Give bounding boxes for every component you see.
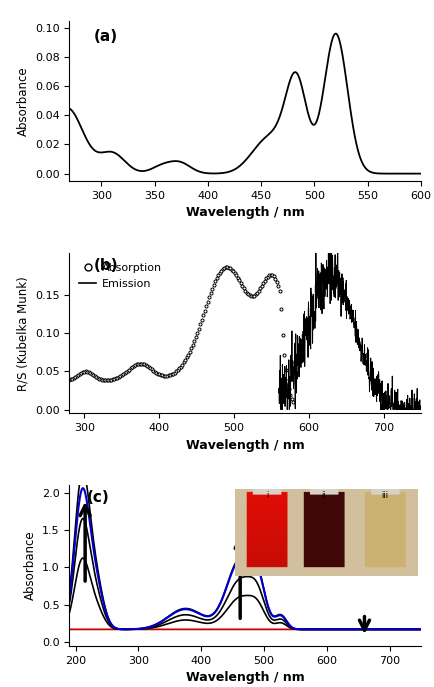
Legend: Absorption, Emission: Absorption, Emission xyxy=(75,258,166,293)
Line: Absorption: Absorption xyxy=(68,266,295,403)
Absorption xyxy=(155,370,161,378)
Y-axis label: Absorbance: Absorbance xyxy=(16,66,30,135)
Emission xyxy=(384,392,389,400)
Emission xyxy=(372,379,377,387)
Absorption xyxy=(290,398,296,406)
Emission xyxy=(313,317,318,325)
Text: (b): (b) xyxy=(94,258,118,273)
Absorption xyxy=(140,360,145,368)
X-axis label: Wavelength / nm: Wavelength / nm xyxy=(186,206,305,219)
Y-axis label: Absorbance: Absorbance xyxy=(23,531,36,600)
Emission xyxy=(361,359,366,368)
Absorption xyxy=(67,376,72,384)
Emission xyxy=(278,405,283,414)
Absorption xyxy=(184,353,189,361)
X-axis label: Wavelength / nm: Wavelength / nm xyxy=(186,671,305,684)
Absorption xyxy=(224,263,230,271)
Text: (c): (c) xyxy=(87,491,110,506)
Y-axis label: R/S (Kubelka Munk): R/S (Kubelka Munk) xyxy=(16,275,30,391)
Emission xyxy=(341,289,346,297)
Emission xyxy=(326,220,331,228)
Absorption xyxy=(253,291,258,299)
Line: Emission: Emission xyxy=(279,224,421,409)
Emission xyxy=(276,389,282,397)
Emission xyxy=(418,402,424,410)
X-axis label: Wavelength / nm: Wavelength / nm xyxy=(186,438,305,451)
Absorption xyxy=(193,333,198,341)
Absorption xyxy=(221,264,227,272)
Text: (a): (a) xyxy=(94,29,118,44)
Emission xyxy=(302,350,307,359)
